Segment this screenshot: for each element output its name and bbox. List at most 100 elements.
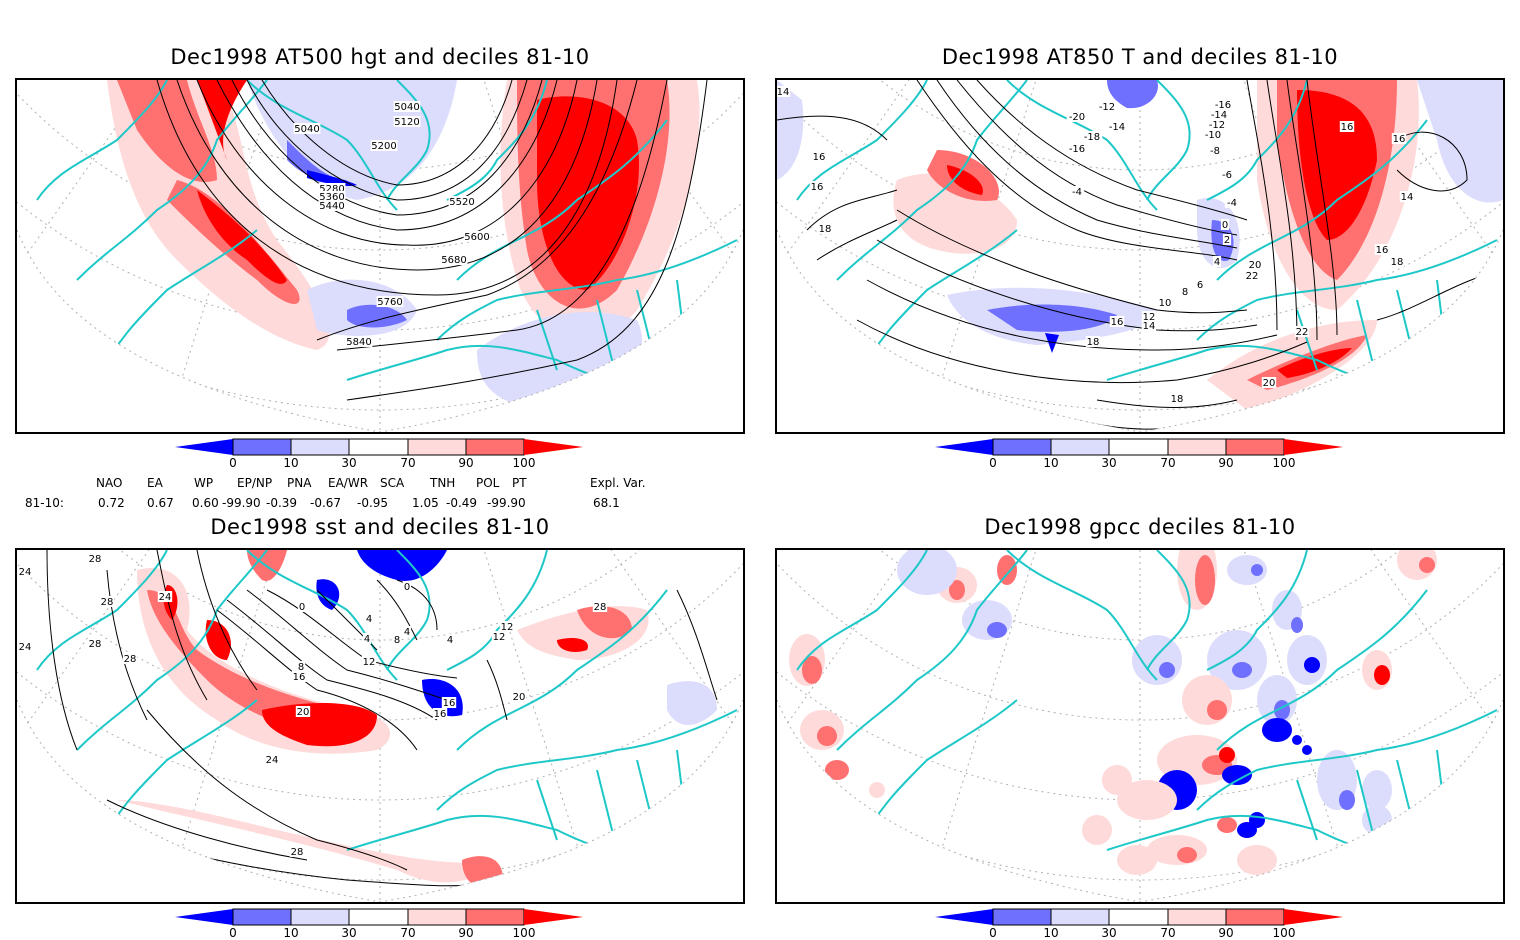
colorbar-tick-label: 30 (341, 456, 357, 470)
meridian-line (924, 80, 1037, 432)
contour-label: 18 (1087, 337, 1100, 348)
contour-label: 16 (811, 182, 824, 193)
coastline (1006, 80, 1158, 211)
tc-row-label: 81-10: (25, 496, 64, 510)
tc-header: POL (476, 476, 500, 490)
decile-region (1304, 657, 1320, 673)
coastline (536, 279, 688, 381)
colorbar-segment (348, 438, 409, 456)
decile-region (1117, 845, 1157, 875)
decile-region (1297, 90, 1377, 240)
meridian-line (1243, 80, 1356, 432)
contour-label: 28 (89, 554, 102, 565)
colorbar-tick-label: 30 (1101, 926, 1117, 940)
teleconnection-table: NAO EA WP EP/NP PNA EA/WR SCA TNH POL PT… (0, 472, 760, 514)
tc-value: 1.05 (412, 496, 439, 510)
colorbar-hgt500: 0 10 30 70 90 100 (175, 438, 585, 470)
contour-label: 5280 (319, 184, 344, 195)
coastline (796, 550, 928, 671)
projection-edge (777, 700, 1503, 902)
meridian-line (483, 80, 596, 432)
coastline (36, 80, 168, 201)
contour-label: -12 (1209, 120, 1225, 131)
contour-label: -8 (1210, 146, 1220, 157)
contour-label: 16 (1111, 317, 1124, 328)
tc-header: EA/WR (328, 476, 369, 490)
contour-label: 28 (101, 597, 114, 608)
decile-region (1232, 662, 1252, 678)
colorbar-segment (407, 438, 467, 456)
meridian-line (777, 550, 1140, 658)
coastline (446, 80, 548, 201)
decile-region (997, 555, 1017, 585)
decile-region (347, 304, 407, 328)
colorbar-tick-label: 70 (1160, 926, 1176, 940)
tc-value: -0.67 (310, 496, 342, 510)
colorbar-tick-label: 70 (1160, 456, 1176, 470)
tc-value: -99.90 (222, 496, 261, 510)
contour-label: 22 (1246, 271, 1259, 282)
coastline (386, 80, 431, 201)
contour-label: 18 (819, 224, 832, 235)
colorbar-tick-label: 10 (283, 456, 299, 470)
contour-line (1286, 80, 1318, 341)
decile-region (897, 550, 957, 595)
coastline (836, 550, 1028, 751)
decile-region (1251, 564, 1263, 576)
colorbar-tick-label: 10 (283, 926, 299, 940)
decile-region (247, 80, 457, 200)
contour-label: -12 (1099, 102, 1115, 113)
decile-region (949, 580, 965, 600)
tc-value: 0.60 (192, 496, 219, 510)
tc-value: 0.67 (147, 496, 174, 510)
map-hgt500: 5040 5040 5120 5200 5280 5360 5440 5520 5600 5680… (15, 78, 745, 434)
panel-title-sst: Dec1998 sst and deciles 81-10 (210, 515, 550, 539)
decile-region (1249, 812, 1265, 828)
coastline (246, 80, 398, 211)
decile-region (1045, 333, 1059, 353)
tc-header: Expl. Var. (590, 476, 646, 490)
coastline (1216, 119, 1428, 281)
colorbar-segment (407, 908, 467, 926)
contour-label: 16 (1376, 245, 1389, 256)
contour-line (246, 80, 528, 201)
contour-label: 28 (291, 847, 304, 858)
contour-label: -10 (1205, 130, 1221, 141)
decile-region (1195, 555, 1215, 605)
contour-line (176, 80, 598, 271)
contour-label: 20 (1263, 378, 1276, 389)
decile-region (1107, 80, 1158, 109)
coastline (456, 589, 668, 751)
contour-line (806, 189, 898, 231)
decile-region (1207, 700, 1227, 720)
coastline (1196, 239, 1498, 341)
contour-label: 5840 (346, 337, 371, 348)
decile-region (557, 638, 588, 652)
colorbar-arrow-low (175, 439, 233, 455)
contour-label: 20 (297, 707, 310, 718)
colorbar-segment (1050, 908, 1110, 926)
coastline (436, 709, 738, 811)
decile-region (197, 190, 287, 284)
contour-label: 8 (298, 662, 304, 673)
colorbar-tick-label: 90 (458, 926, 474, 940)
contour-label: 18 (1391, 257, 1404, 268)
coastline (536, 749, 688, 851)
colorbar-t850: 0 10 30 70 90 100 (935, 438, 1345, 470)
contour-line (216, 80, 558, 231)
colorbar-tick-label: 10 (1043, 456, 1059, 470)
coastline (796, 80, 928, 201)
contour-line (216, 609, 418, 751)
colorbar-tick-label: 30 (1101, 456, 1117, 470)
contour-label: 12 (1143, 312, 1156, 323)
coastline (1006, 550, 1158, 681)
contour-label: -20 (1069, 112, 1085, 123)
contour-line (156, 550, 208, 701)
contour-label: 22 (1296, 327, 1309, 338)
contour-line (1306, 80, 1338, 336)
contour-line (346, 80, 708, 401)
tc-value: -99.90 (487, 496, 526, 510)
contour-line (336, 80, 668, 351)
colorbar-arrow-high (1284, 439, 1343, 455)
contour-label: -6 (1222, 170, 1232, 181)
